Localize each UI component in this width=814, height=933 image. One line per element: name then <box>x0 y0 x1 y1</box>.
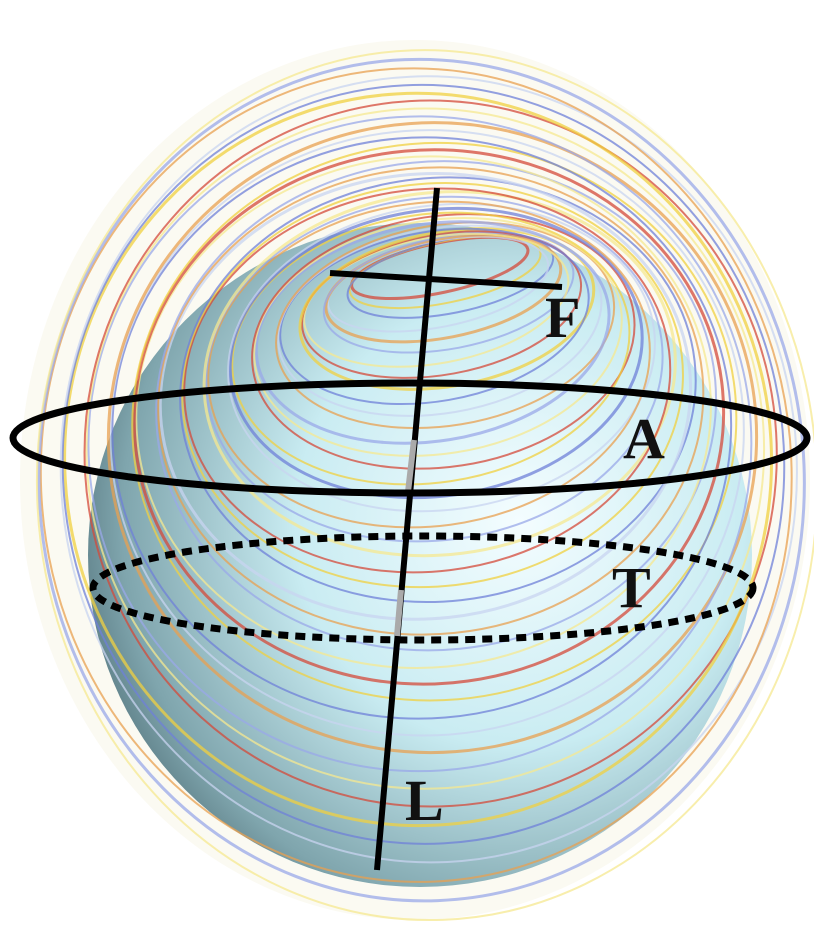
label-t: T <box>612 555 651 620</box>
label-f: F <box>545 285 580 350</box>
label-a: A <box>623 406 665 471</box>
axis-hidden <box>397 590 401 636</box>
label-l: L <box>405 768 444 833</box>
page: F A T L (() => { const data = JSON.parse… <box>0 0 814 933</box>
diagram: F A T L <box>0 0 814 933</box>
